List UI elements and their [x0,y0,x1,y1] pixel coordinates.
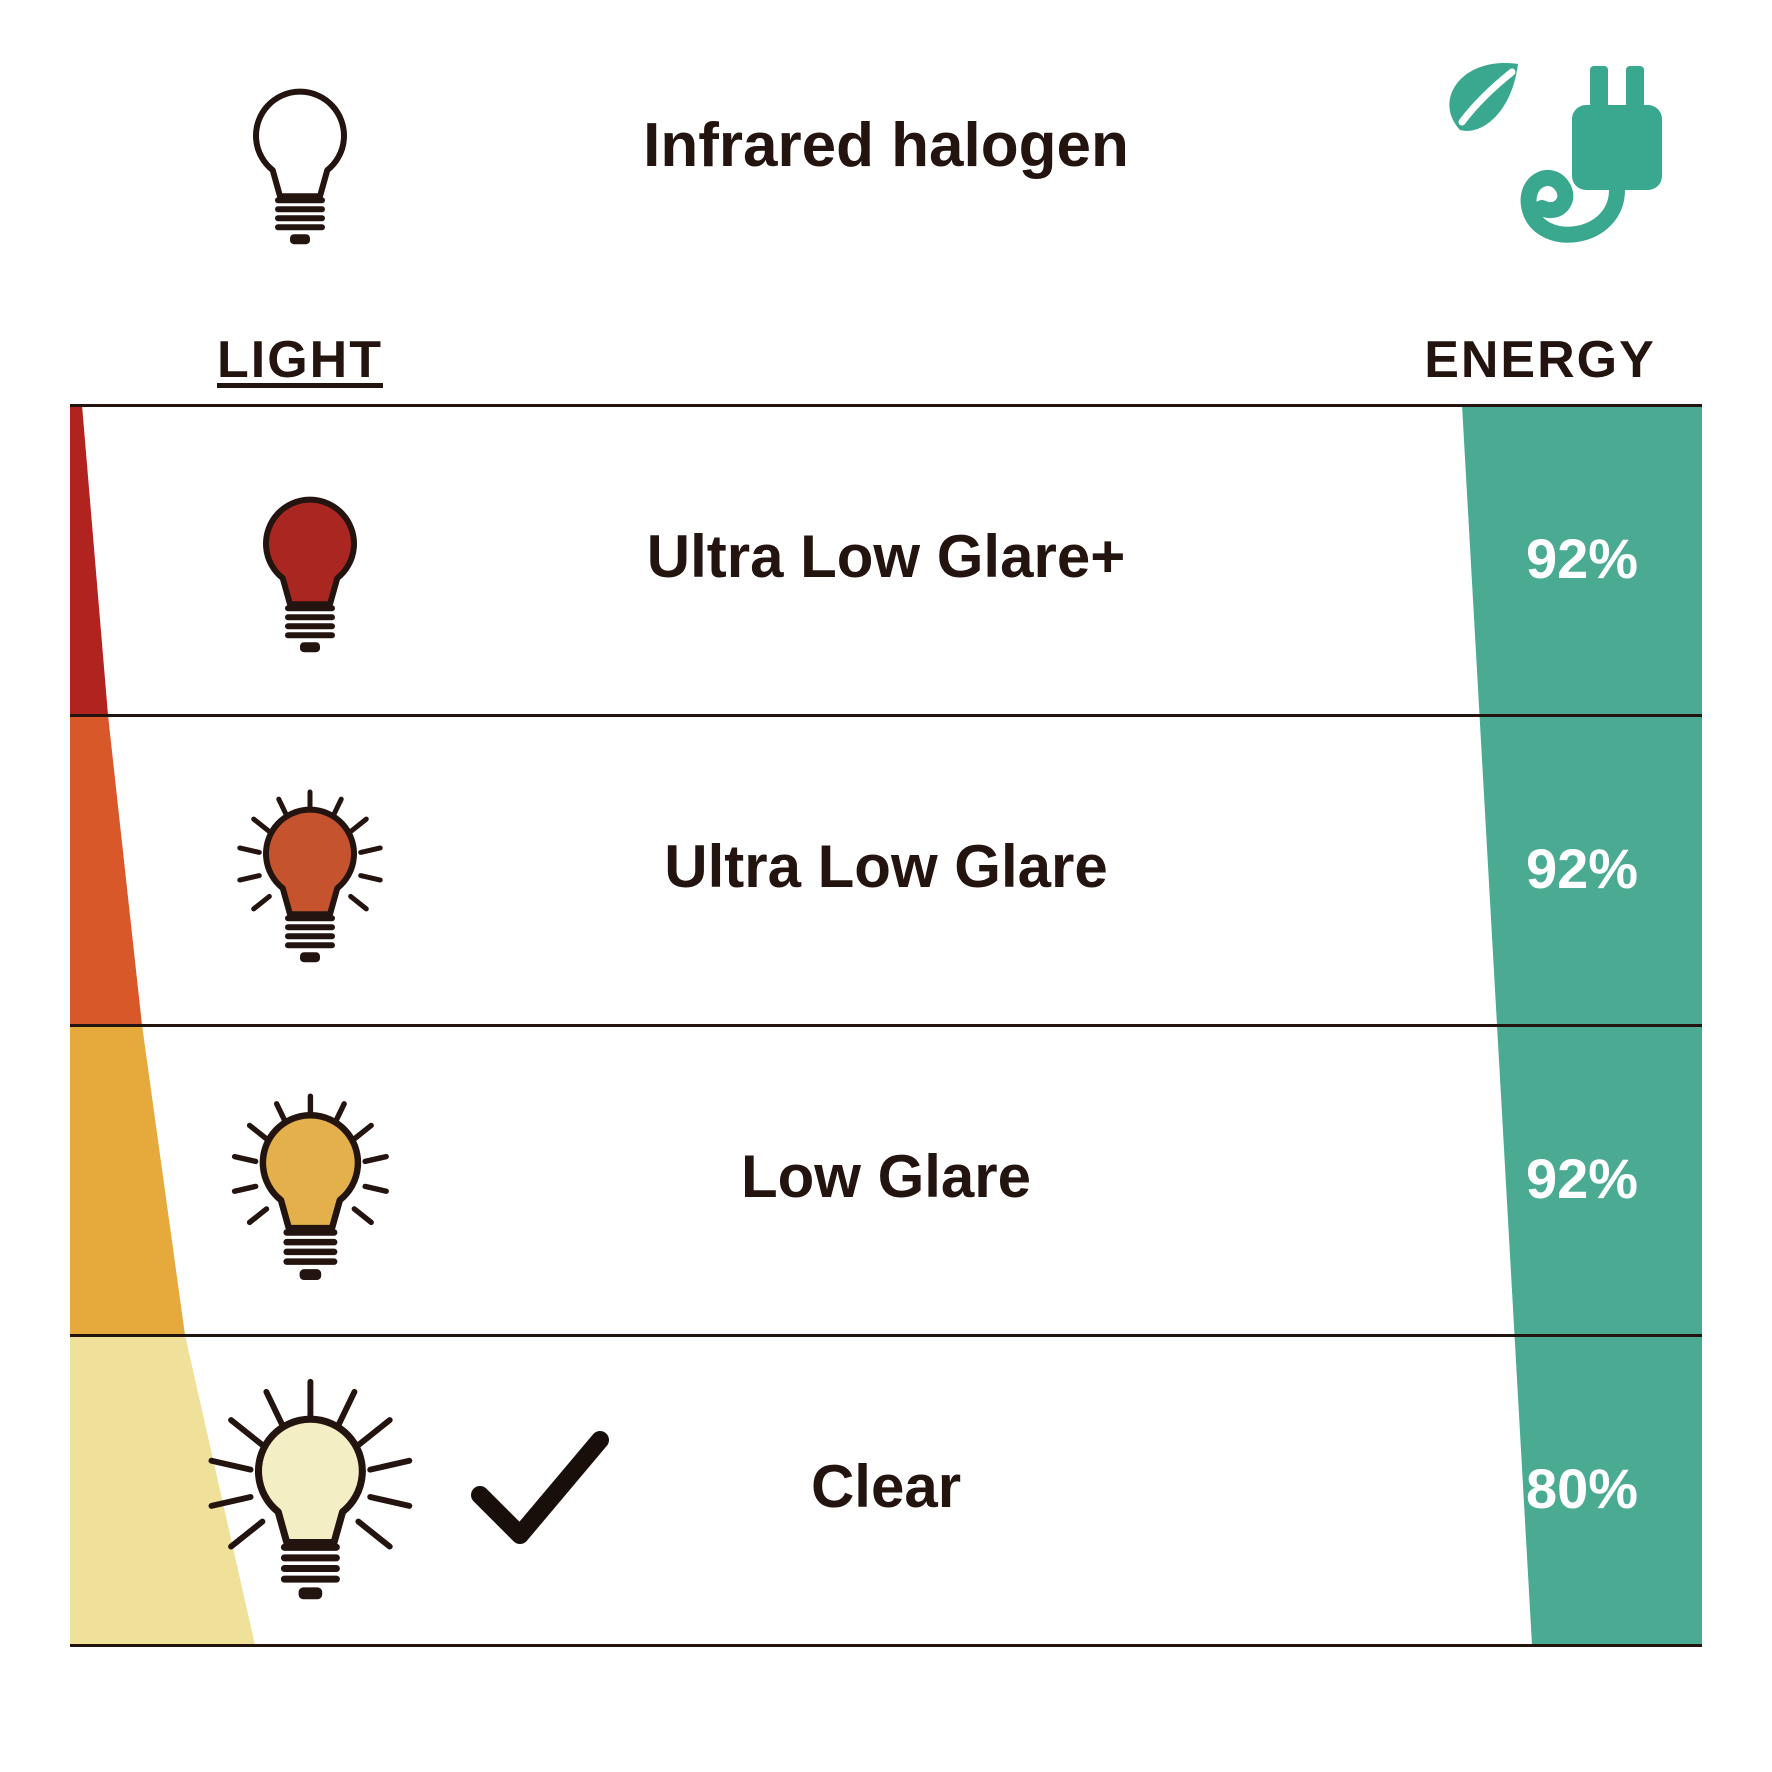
row-divider [70,1024,1702,1027]
row-label: Ultra Low Glare+ [486,522,1286,591]
row-divider [70,1644,1702,1647]
row-divider [70,404,1702,407]
row-label: Clear [486,1452,1286,1521]
bulb-icon [180,430,440,690]
infographic-canvas: Infrared halogenLIGHTENERGYUltra Low Gla… [0,0,1772,1772]
column-header-light: LIGHT [150,330,450,390]
row-label: Ultra Low Glare [486,832,1286,901]
bulb-icon [157,1337,464,1644]
energy-value: 92% [1462,836,1702,901]
row-label: Low Glare [486,1142,1286,1211]
column-header-energy: ENERGY [1340,330,1740,390]
bulb-icon [170,1040,451,1321]
energy-value: 92% [1462,526,1702,591]
bulb-icon [180,740,440,1000]
eco-plug-icon [1422,50,1682,270]
energy-value: 80% [1462,1456,1702,1521]
energy-value: 92% [1462,1146,1702,1211]
row-divider [70,714,1702,717]
bulb-outline-icon [220,60,380,260]
